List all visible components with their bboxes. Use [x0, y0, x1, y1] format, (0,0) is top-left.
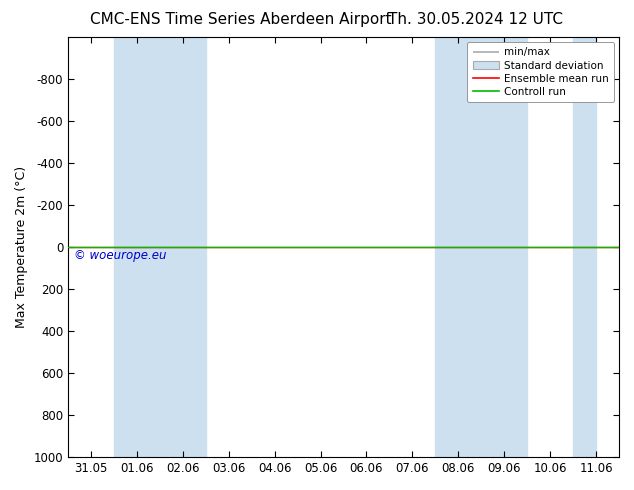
Legend: min/max, Standard deviation, Ensemble mean run, Controll run: min/max, Standard deviation, Ensemble me… [467, 42, 614, 102]
Bar [436, 37, 527, 457]
Y-axis label: Max Temperature 2m (°C): Max Temperature 2m (°C) [15, 166, 28, 328]
Text: CMC-ENS Time Series Aberdeen Airport: CMC-ENS Time Series Aberdeen Airport [90, 12, 392, 27]
Bar [573, 37, 596, 457]
Text: Th. 30.05.2024 12 UTC: Th. 30.05.2024 12 UTC [388, 12, 563, 27]
Text: © woeurope.eu: © woeurope.eu [74, 249, 166, 262]
Bar [114, 37, 206, 457]
